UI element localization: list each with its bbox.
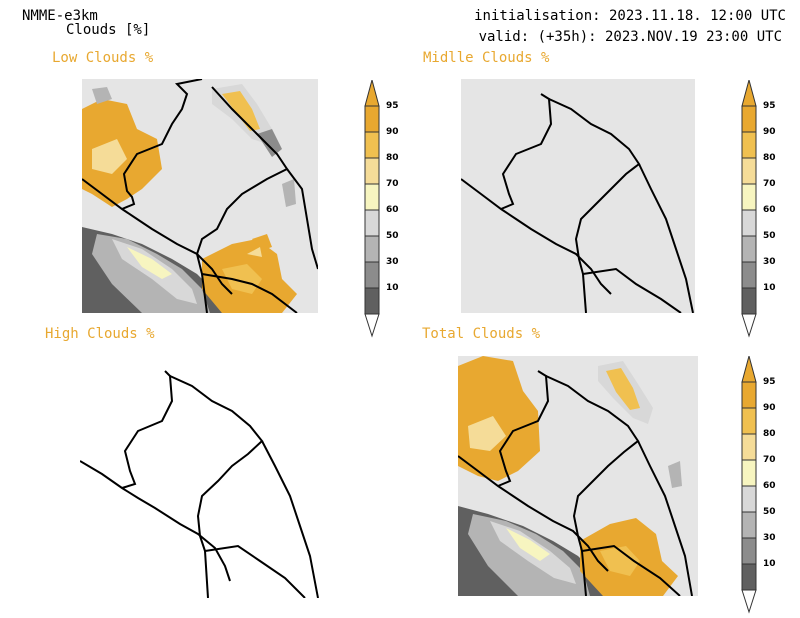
model-name: NMME-e3km (22, 8, 98, 24)
colorbar-swatch-95 (741, 105, 757, 133)
colorbar-tick-70: 70 (763, 179, 776, 189)
colorbar-swatch-80 (741, 433, 757, 461)
map-high-clouds (80, 356, 320, 598)
colorbar-tick-80: 80 (763, 429, 776, 439)
colorbar-swatch-10 (364, 287, 380, 315)
variable-label: Clouds [%] (66, 22, 151, 38)
colorbar-swatch-95 (741, 381, 757, 409)
panel-title-high: High Clouds % (45, 326, 155, 342)
colorbar-tick-50: 50 (763, 507, 776, 517)
colorbar-tick-60: 60 (763, 205, 776, 215)
valid-time: valid: (+35h): 2023.NOV.19 23:00 UTC (478, 29, 782, 45)
colorbar-top-arrow (741, 356, 757, 383)
colorbar-tick-30: 30 (386, 257, 399, 267)
colorbar-top-arrow (741, 80, 757, 107)
colorbar-middle: 95 90 80 70 60 50 30 10 (741, 80, 800, 338)
colorbar-swatch-80 (364, 157, 380, 185)
colorbar-swatch-60 (364, 209, 380, 237)
init-time: initialisation: 2023.11.18. 12:00 UTC (474, 8, 786, 24)
colorbar-tick-95: 95 (763, 377, 776, 387)
colorbar-tick-10: 10 (386, 283, 399, 293)
panel-title-middle: Midlle Clouds % (423, 50, 550, 66)
colorbar-swatch-70 (741, 459, 757, 487)
colorbar-graphic (364, 80, 380, 338)
colorbar-tick-80: 80 (386, 153, 399, 163)
colorbar-tick-95: 95 (763, 101, 776, 111)
colorbar-swatch-10 (741, 563, 757, 591)
colorbar-tick-90: 90 (763, 127, 776, 137)
colorbar-swatch-80 (741, 157, 757, 185)
colorbar-swatch-60 (741, 485, 757, 513)
panel-title-low: Low Clouds % (52, 50, 154, 66)
colorbar-low: 95 90 80 70 60 50 30 10 (364, 80, 424, 338)
colorbar-tick-95: 95 (386, 101, 399, 111)
colorbar-swatch-70 (364, 183, 380, 211)
map-total-clouds (458, 356, 698, 596)
map-middle-clouds (461, 79, 695, 313)
colorbar-tick-90: 90 (763, 403, 776, 413)
colorbar-tick-10: 10 (763, 559, 776, 569)
colorbar-graphic (741, 80, 757, 338)
colorbar-tick-70: 70 (386, 179, 399, 189)
colorbar-tick-30: 30 (763, 533, 776, 543)
colorbar-swatch-90 (741, 407, 757, 435)
colorbar-graphic (741, 356, 757, 614)
map-low-clouds (82, 79, 318, 313)
panel-title-total: Total Clouds % (422, 326, 541, 342)
colorbar-top-arrow (364, 80, 380, 107)
colorbar-tick-80: 80 (763, 153, 776, 163)
colorbar-tick-60: 60 (386, 205, 399, 215)
colorbar-tick-50: 50 (386, 231, 399, 241)
colorbar-swatch-70 (741, 183, 757, 211)
colorbar-tick-60: 60 (763, 481, 776, 491)
colorbar-swatch-50 (741, 511, 757, 539)
colorbar-swatch-90 (364, 131, 380, 159)
colorbar-tick-10: 10 (763, 283, 776, 293)
colorbar-bottom-arrow (741, 589, 757, 614)
colorbar-swatch-50 (741, 235, 757, 263)
colorbar-tick-90: 90 (386, 127, 399, 137)
colorbar-swatch-90 (741, 131, 757, 159)
colorbar-swatch-95 (364, 105, 380, 133)
colorbar-tick-70: 70 (763, 455, 776, 465)
colorbar-swatch-60 (741, 209, 757, 237)
colorbar-swatch-30 (364, 261, 380, 289)
colorbar-tick-30: 30 (763, 257, 776, 267)
colorbar-swatch-30 (741, 537, 757, 565)
colorbar-bottom-arrow (364, 313, 380, 338)
colorbar-swatch-50 (364, 235, 380, 263)
colorbar-swatch-10 (741, 287, 757, 315)
colorbar-swatch-30 (741, 261, 757, 289)
colorbar-bottom-arrow (741, 313, 757, 338)
colorbar-total: 95 90 80 70 60 50 30 10 (741, 356, 800, 614)
colorbar-tick-50: 50 (763, 231, 776, 241)
